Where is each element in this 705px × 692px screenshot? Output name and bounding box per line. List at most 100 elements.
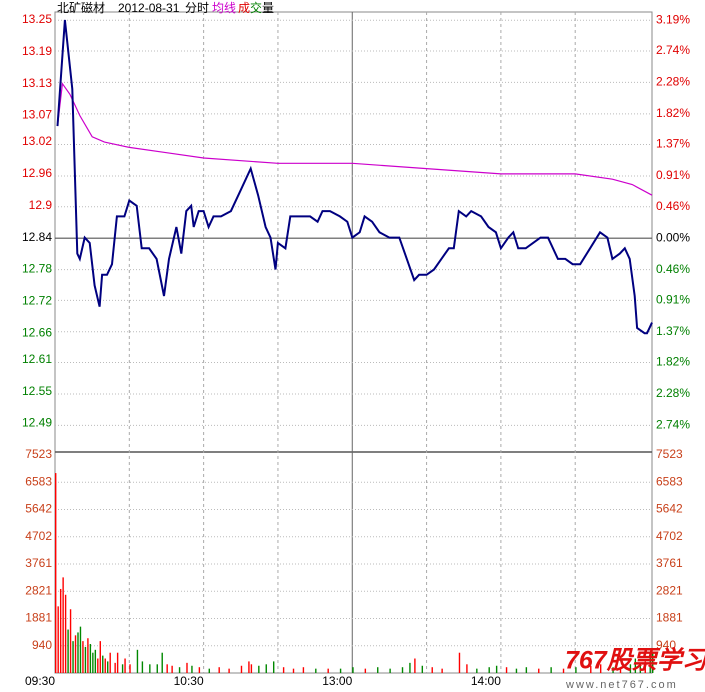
volume-bar — [107, 661, 109, 673]
plot-frame — [54, 11, 653, 674]
volume-bar — [292, 668, 295, 673]
y-tick-label: 13.13 — [22, 76, 52, 90]
volume-bar — [94, 649, 97, 673]
volume-bar — [562, 668, 565, 673]
volume-bar — [550, 667, 552, 673]
y-tick-label: 940 — [32, 638, 52, 652]
x-tick-label: 13:00 — [322, 674, 352, 688]
y-tick-label: 13.19 — [22, 44, 52, 58]
volume-bar — [302, 667, 305, 673]
volume-bar — [116, 652, 119, 673]
volume-bar — [515, 668, 518, 673]
volume-bar — [488, 667, 490, 673]
y2-tick-label: 0.00% — [656, 230, 690, 244]
y2-tick-label: 0.91% — [656, 293, 690, 307]
y-tick-label: 12.61 — [22, 352, 52, 366]
volume-bar — [79, 626, 82, 673]
volume-legend: 量 — [262, 1, 274, 15]
y-tick-label: 13.07 — [22, 108, 52, 122]
y2-tick-label: 1881 — [656, 611, 683, 625]
volume-bar — [228, 668, 230, 673]
y-tick-label: 12.66 — [22, 325, 52, 339]
y2-tick-label: 2821 — [656, 583, 683, 597]
y2-tick-label: 3761 — [656, 556, 683, 570]
y2-tick-label: 2.74% — [656, 43, 690, 57]
y2-tick-label: 0.46% — [656, 199, 690, 213]
y2-tick-label: 1.37% — [656, 137, 690, 151]
y-tick-label: 4702 — [25, 529, 52, 543]
volume-bar — [282, 667, 285, 673]
y-tick-label: 12.96 — [22, 166, 52, 180]
volume-bar — [129, 664, 131, 673]
average-line — [56, 82, 653, 196]
volume-bar — [431, 667, 433, 673]
volume-bar — [178, 667, 181, 673]
y2-tick-label: 2.28% — [656, 386, 690, 400]
volume-bar — [590, 665, 592, 673]
volume-bar — [141, 661, 144, 673]
volume-bar — [84, 646, 87, 673]
volume-bar — [136, 649, 139, 673]
volume-bar — [64, 594, 67, 673]
volume-bar — [377, 667, 379, 673]
volume-bar — [240, 665, 243, 673]
y-tick-label: 12.84 — [22, 230, 52, 244]
volume-bar — [352, 667, 354, 673]
volume-bar — [649, 655, 651, 673]
volume-bar — [629, 664, 632, 673]
volume-bar — [161, 652, 163, 673]
volume-bar — [67, 629, 69, 673]
y-tick-label: 6583 — [25, 474, 52, 488]
volume-bar — [612, 667, 614, 673]
volume-bar — [191, 665, 193, 673]
volume-bar — [599, 664, 602, 673]
y-tick-label: 7523 — [25, 447, 52, 461]
watermark-url: www.net767.com — [565, 679, 678, 691]
volume-bar — [69, 609, 72, 673]
volume-bar — [57, 606, 59, 673]
volume-bar — [652, 652, 654, 673]
volume-bar — [218, 667, 220, 673]
volume-bar — [495, 665, 498, 673]
y-tick-label: 12.72 — [22, 294, 52, 308]
y-tick-label: 13.02 — [22, 134, 52, 148]
volume-bar — [208, 668, 210, 673]
layer: 09:30 10:30 13:00 14:00 3.19% 2.74% 2.28% 1.82%… — [22, 12, 690, 688]
volume-bar — [327, 668, 329, 673]
volume-bar — [634, 658, 637, 673]
volume-bar — [171, 665, 173, 673]
watermark-title: 767股票学习网 — [565, 647, 705, 675]
volume-bar — [644, 661, 646, 673]
volume-bar — [55, 473, 57, 673]
volume-bar — [87, 638, 89, 673]
volume-bar — [149, 664, 151, 673]
x-tick-label: 09:30 — [25, 674, 55, 688]
volume-bar — [414, 658, 416, 673]
y-tick-label: 5642 — [25, 502, 52, 516]
y2-tick-label: 4702 — [656, 529, 683, 543]
y-tick-label: 12.78 — [22, 262, 52, 276]
y2-tick-label: 0.91% — [656, 168, 690, 182]
date: 2012-08-31 — [118, 1, 180, 15]
volume-bar — [92, 652, 94, 673]
volume-legend: 交 — [250, 0, 262, 15]
volume-bar — [102, 655, 104, 673]
y2-tick-label: 940 — [656, 638, 676, 652]
avg-legend: 均线 — [212, 1, 236, 15]
y2-tick-label: 1.37% — [656, 324, 690, 338]
volume-bar — [248, 661, 250, 673]
volume-bar — [409, 662, 411, 673]
volume-bar — [265, 664, 267, 673]
y2-tick-label: 7523 — [656, 447, 683, 461]
y-tick-label: 12.9 — [29, 198, 53, 212]
volume-bar — [476, 668, 478, 673]
volume-bar — [421, 665, 424, 673]
volume-legend: 成 — [238, 1, 250, 15]
volume-bar — [89, 644, 92, 673]
y2-tick-label: 1.82% — [656, 106, 690, 120]
volume-bar — [74, 635, 77, 673]
x-tick-label: 10:30 — [174, 674, 204, 688]
volume-bar — [99, 641, 101, 673]
